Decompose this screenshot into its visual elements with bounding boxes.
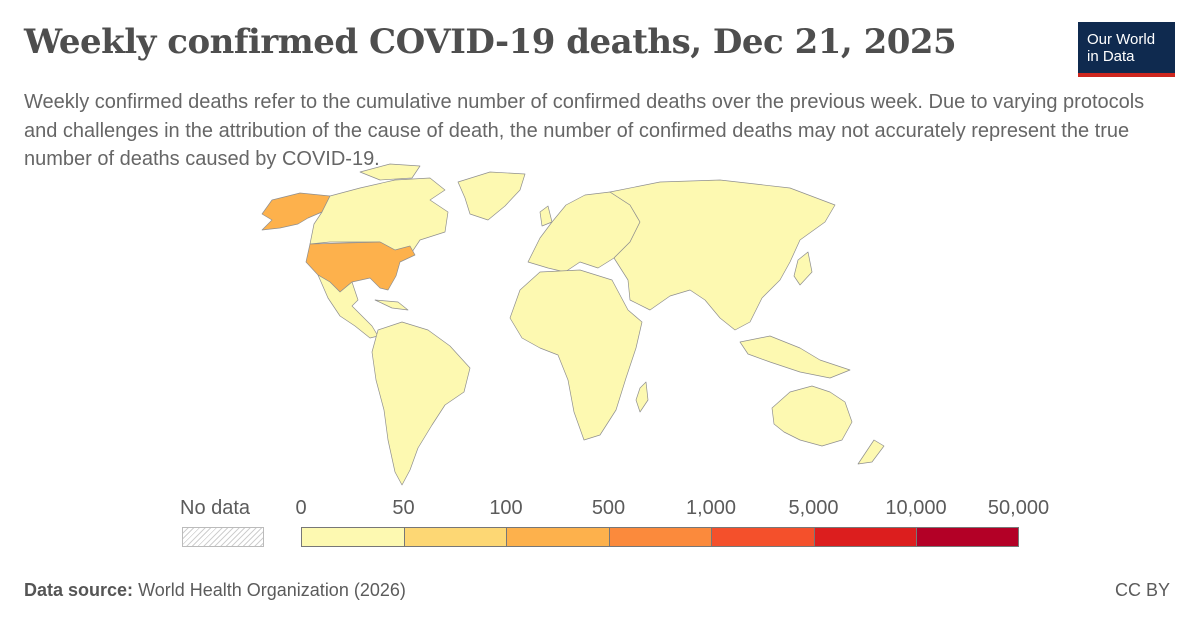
region-australia[interactable]	[771, 385, 853, 447]
logo-line-2: in Data	[1087, 48, 1135, 65]
region-japan[interactable]	[793, 251, 813, 286]
region-southeast-asia[interactable]	[739, 335, 851, 379]
data-source-value[interactable]: World Health Organization (2026)	[138, 580, 406, 600]
chart-subtitle: Weekly confirmed deaths refer to the cum…	[24, 91, 1145, 170]
region-asia[interactable]	[609, 179, 836, 331]
region-canada[interactable]	[309, 177, 449, 256]
license[interactable]: CC BY	[1114, 580, 1170, 600]
data-source: Data source: World Health Organization (…	[24, 580, 406, 601]
region-alaska[interactable]	[261, 192, 331, 231]
chart-title: Weekly confirmed COVID-19 deaths, Dec 21…	[24, 22, 957, 62]
region-new-zealand[interactable]	[857, 439, 885, 465]
region-mexico-central-america[interactable]	[317, 274, 379, 339]
region-greenland[interactable]	[457, 171, 526, 221]
data-source-label: Data source:	[24, 580, 134, 600]
region-madagascar[interactable]	[635, 381, 649, 413]
region-south-america[interactable]	[371, 321, 471, 486]
region-canada-islands[interactable]	[359, 163, 421, 181]
owid-logo[interactable]: Our World in Data	[1078, 22, 1175, 77]
region-africa[interactable]	[509, 269, 643, 441]
region-caribbean[interactable]	[374, 299, 409, 311]
logo-line-1: Our World	[1087, 31, 1156, 48]
region-uk[interactable]	[539, 205, 553, 227]
